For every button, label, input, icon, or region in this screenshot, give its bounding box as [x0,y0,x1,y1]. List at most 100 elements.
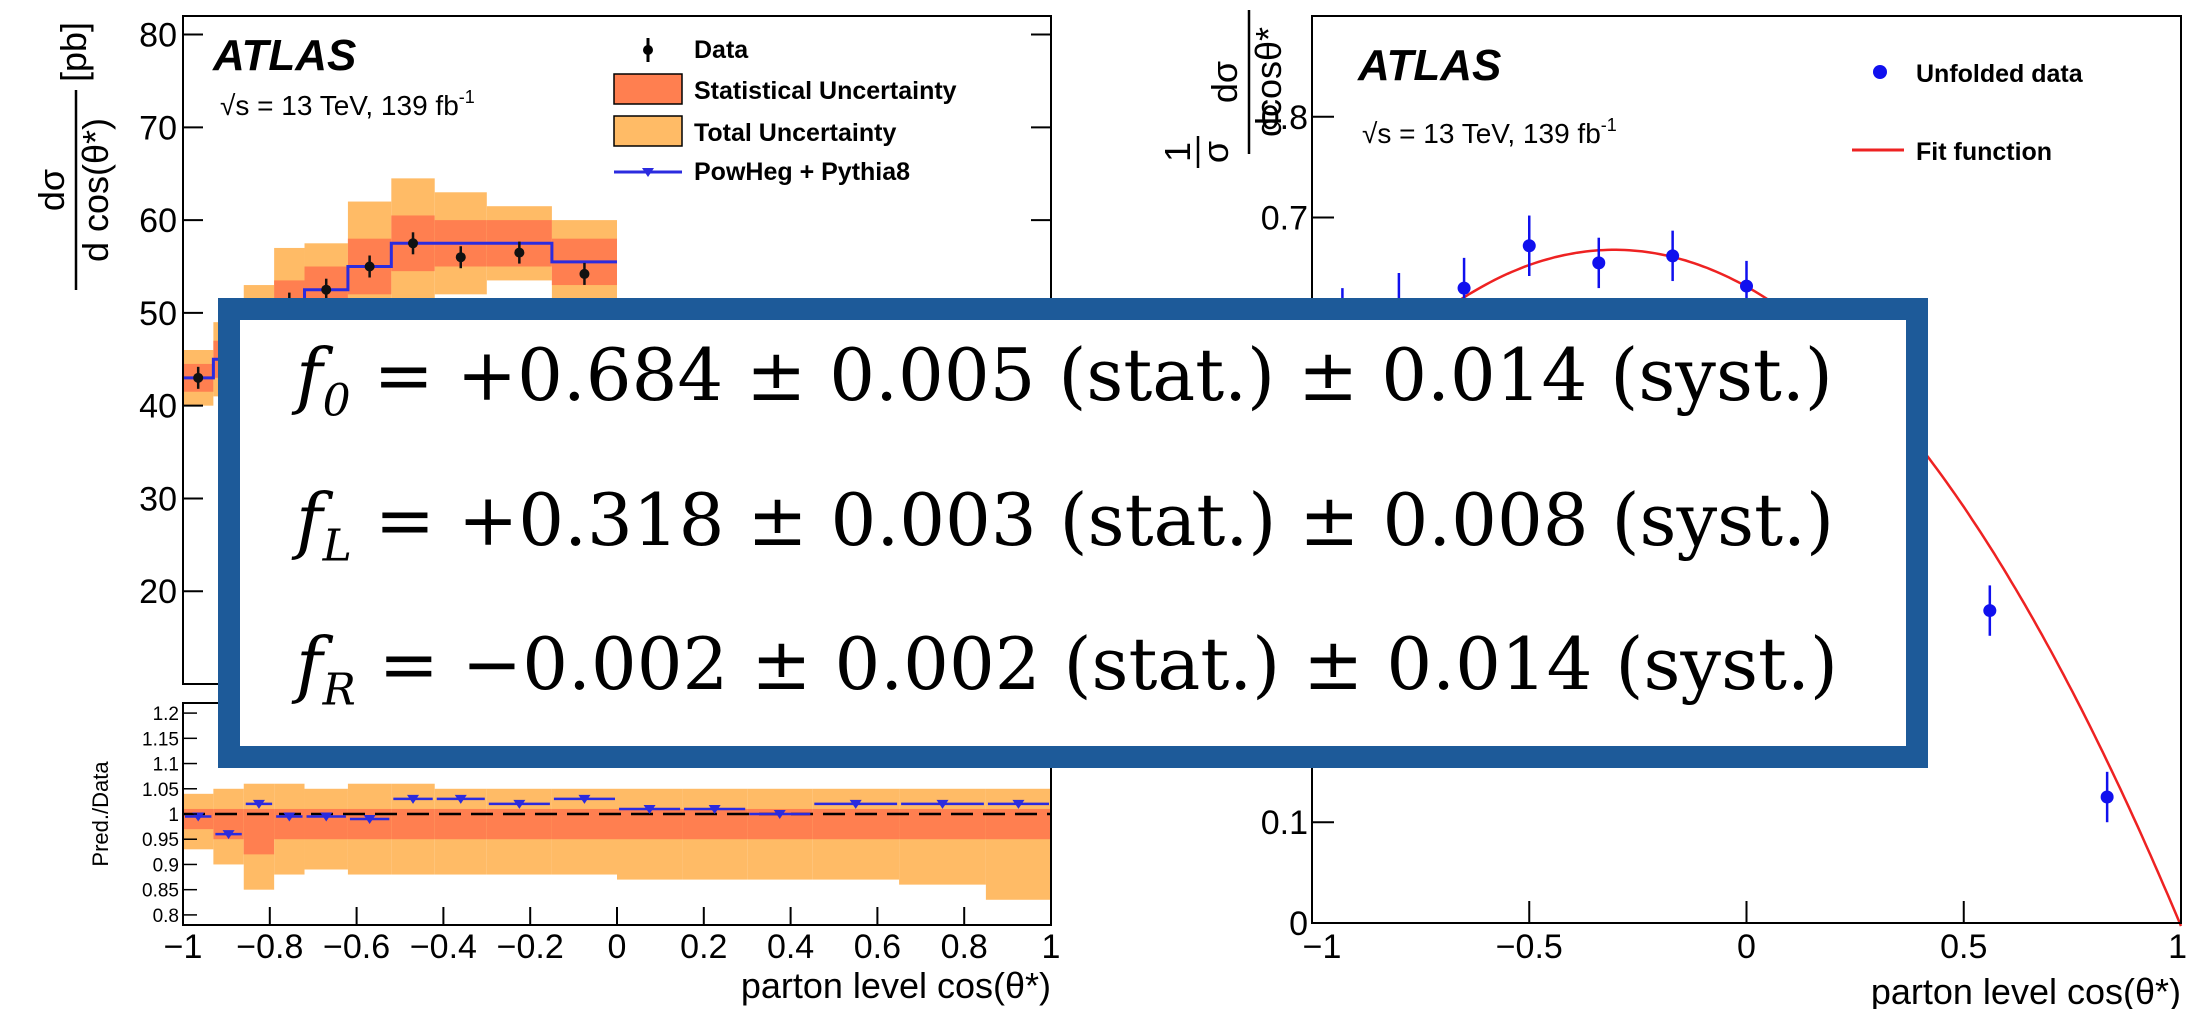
unfolded-data-point [1983,604,1997,618]
ratio-marker [192,812,205,822]
legend-data-dot [643,45,653,55]
result-f0-symbol: f [296,333,323,418]
data-point [455,252,466,263]
left-xtick-label: −1 [164,928,203,966]
right-ytick-label: 0.1 [1261,804,1308,842]
ratio-marker [578,794,591,804]
right-xlabel: parton level cos(θ*) [1871,971,2181,1009]
ratio-marker [283,812,296,822]
right-xtick-label: −0.5 [1496,928,1563,966]
result-fr: fR = −0.002 ± 0.002 (stat.) ± 0.014 (sys… [240,605,1906,749]
result-fl-subscript: L [322,520,352,572]
right-ylabel: 1 σ dσ dcosθ* [1157,10,1289,168]
right-xtick-label: 1 [2168,928,2187,966]
legend-stat-label: Statistical Uncertainty [694,77,957,105]
left-ytick-label: 40 [139,388,177,426]
left-ylabel-unit: [pb] [53,22,94,82]
left-ylabel-numerator: dσ [31,169,72,211]
ratio-marker [708,804,721,814]
left-xtick-label: 0.6 [854,928,901,966]
left-ytick-label: 70 [139,109,177,147]
data-point [364,261,375,272]
right-ylabel-numerator: dσ [1204,61,1245,103]
result-fl: fL = +0.318 ± 0.003 (stat.) ± 0.008 (sys… [240,461,1906,605]
result-fr-subscript: R [322,664,356,716]
result-fl-value: = +0.318 ± 0.003 (stat.) ± 0.008 (syst.) [351,477,1835,562]
left-ytick-label: 30 [139,480,177,518]
ratio-marker [773,810,786,819]
left-xtick-label: 0.2 [680,928,727,966]
right-ytick-label: 0.7 [1261,200,1308,238]
left-xtick-label: −0.6 [323,928,390,966]
right-panel: 0 0.1 0.7 0.8 −1 −0.5 0 0.5 1 ATLAS √s = 13 TeV… [1157,10,2187,1012]
ratio-ytick-label: 0.85 [142,881,179,902]
left-ytick-label: 60 [139,202,177,240]
ratio-ytick-label: 1 [168,805,179,826]
ratio-ytick-label: 0.9 [153,855,179,876]
data-point [408,238,419,249]
right-ytick-label: 0 [1289,905,1308,943]
ratio-marker [363,815,376,825]
helicity-fractions-banner: f0 = +0.684 ± 0.005 (stat.) ± 0.014 (sys… [218,298,1928,768]
left-ratio-panel: 0.8 0.85 0.9 0.95 1 1.05 1.1 1.15 1.2 −1 −0.8 −0.6… [88,702,1061,1006]
left-xtick-label: −0.4 [410,928,477,966]
legend-data-label: Data [694,36,749,64]
ratio-marker [320,812,333,822]
ratio-marker [222,830,235,840]
ratio-ytick-label: 1.05 [142,780,179,801]
result-f0: f0 = +0.684 ± 0.005 (stat.) ± 0.014 (sys… [240,316,1906,460]
ratio-marker [407,794,420,804]
right-legend: Unfolded data Fit function [1852,60,2084,166]
ratio-marker [936,799,949,809]
left-xtick-label: −0.2 [497,928,564,966]
legend-unfolded-marker [1873,65,1887,79]
ratio-marker [454,794,467,804]
left-xtick-label: 0.4 [767,928,814,966]
unfolded-data-point [1666,249,1680,263]
left-ytick-label: 20 [139,573,177,611]
left-xtick-label: 0.8 [941,928,988,966]
ratio-marker [513,799,526,809]
unfolded-data-point [1740,279,1753,293]
unfolded-data-point [1592,256,1606,270]
ratio-marker [252,799,265,809]
result-fr-symbol: f [296,622,323,707]
right-xtick-label: 0 [1737,928,1756,966]
data-point [514,247,525,258]
left-ylabel-denominator: d cos(θ*) [75,118,116,262]
right-ylabel-denominator: dcosθ* [1248,27,1289,137]
right-xtick-label: 0.5 [1940,928,1987,966]
legend-total-swatch [613,115,683,147]
data-point [321,284,332,295]
unfolded-data-point [1522,239,1536,253]
left-ylabel: dσ d cos(θ*) [pb] [31,22,116,290]
legend-total-label: Total Uncertainty [694,119,896,147]
ratio-ylabel: Pred./Data [88,761,113,867]
ratio-ytick-label: 1.15 [142,729,179,750]
legend-mc-label: PowHeg + Pythia8 [694,158,910,186]
ratio-ytick-label: 1.1 [153,755,179,776]
ratio-ytick-label: 1.2 [153,704,179,725]
ratio-marker [643,804,656,814]
left-atlas-label: ATLAS [212,31,356,80]
left-legend: Data Statistical Uncertainty Total Uncer… [613,36,957,186]
right-ylabel-prefix-den: σ [1195,141,1236,163]
ratio-marker [849,799,862,809]
ratio-stat-band [243,808,275,855]
left-xtick-label: −0.8 [236,928,303,966]
data-point [579,268,590,279]
left-ytick-label: 50 [139,295,177,333]
left-energy-label: √s = 13 TeV, 139 fb-1 [220,87,475,121]
legend-mc-marker [642,168,654,177]
right-energy-label: √s = 13 TeV, 139 fb-1 [1362,115,1617,149]
left-xtick-label: 1 [1042,928,1061,966]
ratio-ytick-label: 0.95 [142,830,179,851]
legend-fit-label: Fit function [1916,138,2052,166]
left-xlabel: parton level cos(θ*) [741,965,1051,1006]
right-atlas-label: ATLAS [1357,41,1501,90]
right-xtick-label: −1 [1303,928,1342,966]
left-ytick-label: 80 [139,17,177,55]
result-fr-value: = −0.002 ± 0.002 (stat.) ± 0.014 (syst.) [355,622,1838,707]
right-ytick-label: 0.8 [1261,99,1308,137]
